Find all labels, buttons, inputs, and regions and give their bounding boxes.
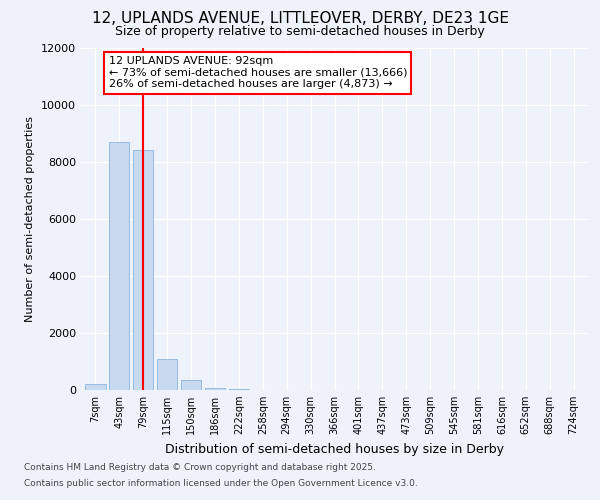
Text: 12, UPLANDS AVENUE, LITTLEOVER, DERBY, DE23 1GE: 12, UPLANDS AVENUE, LITTLEOVER, DERBY, D… [91,11,509,26]
Text: Contains HM Land Registry data © Crown copyright and database right 2025.: Contains HM Land Registry data © Crown c… [24,464,376,472]
Bar [133,150,154,390]
Bar [157,358,177,390]
Y-axis label: Number of semi-detached properties: Number of semi-detached properties [25,116,35,322]
Bar [181,380,201,390]
Bar [205,388,225,390]
Bar [85,384,106,390]
Text: Contains public sector information licensed under the Open Government Licence v3: Contains public sector information licen… [24,478,418,488]
Text: Size of property relative to semi-detached houses in Derby: Size of property relative to semi-detach… [115,25,485,38]
X-axis label: Distribution of semi-detached houses by size in Derby: Distribution of semi-detached houses by … [165,442,504,456]
Text: 12 UPLANDS AVENUE: 92sqm
← 73% of semi-detached houses are smaller (13,666)
26% : 12 UPLANDS AVENUE: 92sqm ← 73% of semi-d… [109,56,407,90]
Bar [109,142,130,390]
